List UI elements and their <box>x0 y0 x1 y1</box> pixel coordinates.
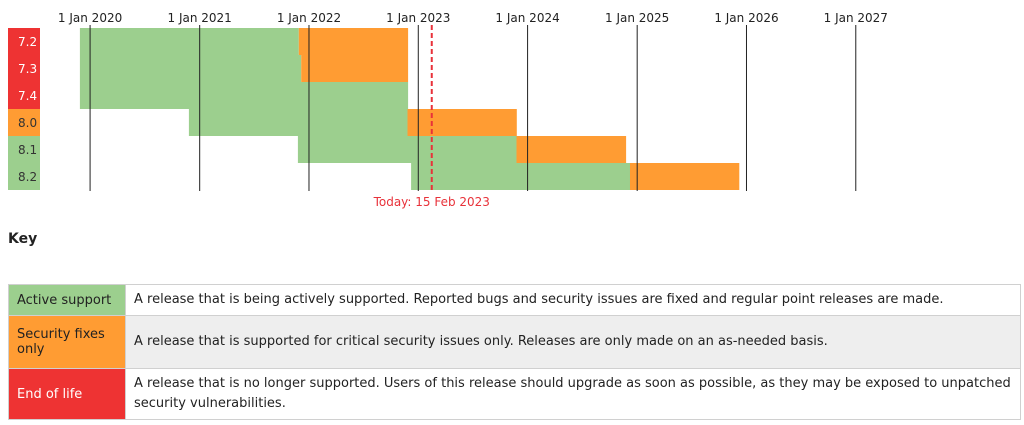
key-description-security: A release that is supported for critical… <box>125 315 1021 369</box>
branch-label-8.2: 8.2 <box>18 170 37 184</box>
bar-active-8.2 <box>411 163 630 190</box>
bar-active-8.0 <box>188 109 408 136</box>
year-label: 1 Jan 2021 <box>168 11 232 25</box>
key-table: Active support A release that is being a… <box>8 284 1021 420</box>
bar-security-7.2 <box>298 28 409 55</box>
support-timeline-chart: 1 Jan 2020 1 Jan 2021 1 Jan 2022 1 Jan 2023… <box>8 11 888 209</box>
key-label-active: Active support <box>8 284 126 316</box>
year-label: 1 Jan 2020 <box>58 11 122 25</box>
branch-cell-7.4 <box>8 82 40 109</box>
bar-active-8.1 <box>297 136 517 163</box>
bar-security-8.0 <box>407 109 517 136</box>
branch-cell-8.0 <box>8 109 40 136</box>
key-row-active: Active support A release that is being a… <box>8 284 1021 316</box>
bar-active-7.3 <box>79 55 302 82</box>
key-row-eol: End of life A release that is no longer … <box>8 368 1021 420</box>
branch-label-8.0: 8.0 <box>18 116 37 130</box>
year-label: 1 Jan 2022 <box>277 11 341 25</box>
key-label-eol: End of life <box>8 368 126 420</box>
branch-label-8.1: 8.1 <box>18 143 37 157</box>
year-label: 1 Jan 2026 <box>714 11 778 25</box>
bar-security-8.2 <box>629 163 740 190</box>
bar-security-8.1 <box>516 136 627 163</box>
key-label-security: Security fixes only <box>8 315 126 369</box>
year-label: 1 Jan 2024 <box>495 11 559 25</box>
bar-security-7.3 <box>301 55 409 82</box>
branch-cell-8.1 <box>8 136 40 163</box>
year-label: 1 Jan 2025 <box>605 11 669 25</box>
key-description-active: A release that is being actively support… <box>125 284 1021 316</box>
branch-label-7.3: 7.3 <box>18 62 37 76</box>
branch-cell-7.3 <box>8 55 40 82</box>
branch-label-7.2: 7.2 <box>18 35 37 49</box>
key-description-eol: A release that is no longer supported. U… <box>125 368 1021 420</box>
year-label: 1 Jan 2027 <box>824 11 888 25</box>
bar-active-7.2 <box>79 28 299 55</box>
key-row-security: Security fixes only A release that is su… <box>8 315 1021 369</box>
bar-active-7.4 <box>79 82 409 109</box>
year-label: 1 Jan 2023 <box>386 11 450 25</box>
branch-cell-8.2 <box>8 163 40 190</box>
branch-cell-7.2 <box>8 28 40 55</box>
today-label: Today: 15 Feb 2023 <box>373 195 490 209</box>
branch-label-7.4: 7.4 <box>18 89 37 103</box>
key-heading: Key <box>8 231 38 247</box>
